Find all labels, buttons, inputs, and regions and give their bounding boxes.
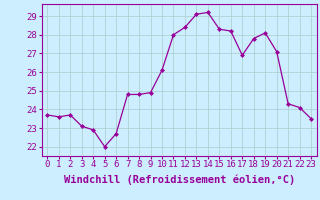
X-axis label: Windchill (Refroidissement éolien,°C): Windchill (Refroidissement éolien,°C) [64,175,295,185]
